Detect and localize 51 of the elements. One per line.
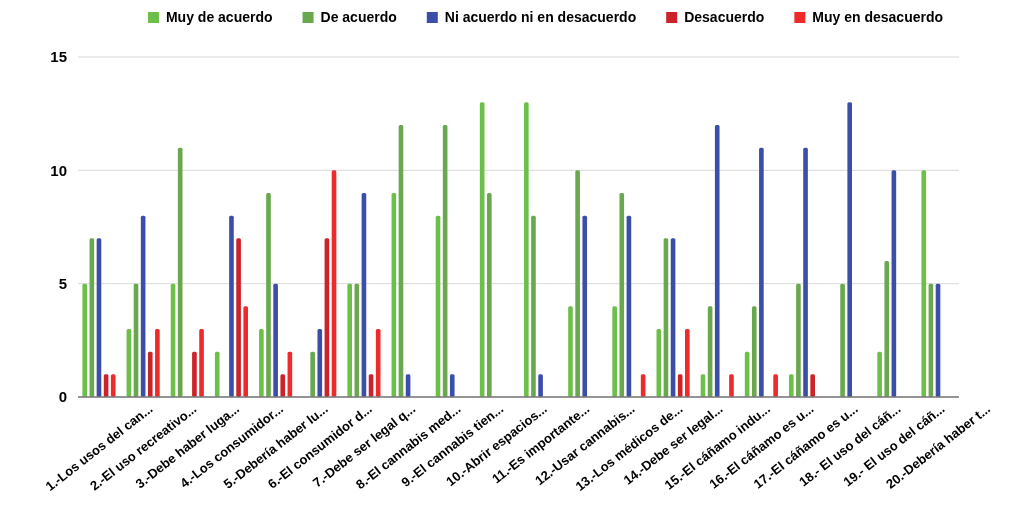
bar [803,147,808,397]
bar [840,283,845,397]
bar [531,215,536,397]
bar [796,283,801,397]
y-tick-label: 0 [58,388,67,406]
bar [612,306,617,397]
bar [921,170,927,397]
bar [259,329,264,397]
bar [280,374,286,397]
bar [347,283,353,397]
bar [229,215,234,397]
bar [147,351,153,397]
legend-label: Muy de acuerdo [165,8,273,25]
bar [619,193,625,397]
bar [884,261,890,397]
legend-label: Muy en desacuerdo [812,8,944,25]
bar [751,306,757,397]
y-tick-label: 5 [58,274,67,292]
bar [684,329,690,397]
legend-label: Desacuerdo [684,8,765,25]
bar [788,374,794,397]
bar [773,374,778,397]
bar [847,102,853,397]
bar [236,238,241,397]
bar [214,351,220,397]
bar [317,329,323,397]
bar [759,147,764,397]
y-tick-label: 10 [50,161,67,179]
bar [582,215,588,397]
bar [810,374,815,397]
bar [524,102,529,397]
bar [199,329,204,397]
bar [310,351,315,397]
bar [714,125,720,397]
bar [243,306,249,397]
y-tick-label: 15 [50,48,67,66]
bar [538,374,543,397]
bar [729,374,734,397]
legend-label: De acuerdo [320,8,397,25]
bar [273,283,278,397]
bar [192,351,197,397]
legend-label: Ni acuerdo ni en desacuerdo [444,8,637,25]
bar [449,374,455,397]
bar [877,351,882,397]
bar [82,283,88,397]
bar [110,374,116,397]
bar [575,170,580,397]
bar [155,329,160,397]
bar [568,306,573,397]
bar [266,193,271,397]
bar [486,193,492,397]
